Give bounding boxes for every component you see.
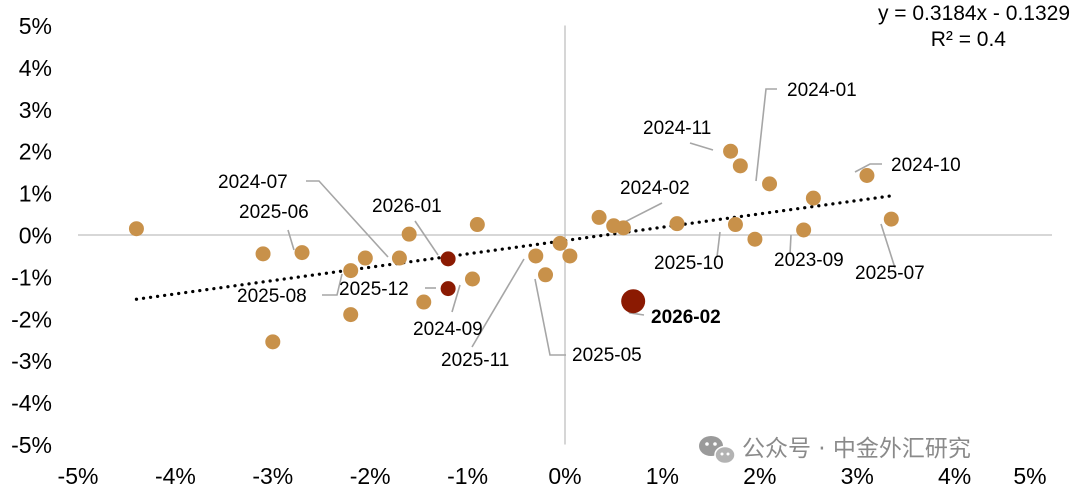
y-tick-label: -5% xyxy=(11,432,52,458)
annotation-leader-line xyxy=(789,234,792,255)
annotation-label: 2025-06 xyxy=(239,202,309,223)
y-tick-label: -3% xyxy=(11,348,52,374)
x-tick-label: -2% xyxy=(350,463,391,489)
annotation-label: 2024-11 xyxy=(643,118,711,139)
x-tick-label: 2% xyxy=(743,463,776,489)
annotation-label: 2024-10 xyxy=(891,155,961,176)
points-layer xyxy=(128,143,899,350)
data-point xyxy=(796,222,812,238)
data-point xyxy=(615,220,631,236)
annotation-label: 2024-07 xyxy=(218,172,288,193)
data-point xyxy=(357,250,373,266)
x-tick-label: 0% xyxy=(548,463,581,489)
data-point xyxy=(762,176,778,192)
xtick-labels: -5% -4% -3% -2% -1% 0% 1% 2% 3% 4% 5% xyxy=(58,463,1047,489)
x-tick-label: 4% xyxy=(938,463,971,489)
annotation-label: 2024-02 xyxy=(620,178,690,199)
annotation-label: 2026-01 xyxy=(372,196,442,217)
annotation-leader-line xyxy=(716,231,721,258)
annotation-leader-line xyxy=(534,278,566,356)
ytick-labels: 5% 4% 3% 2% 1% 0% -1% -2% -3% -4% -5% xyxy=(11,13,52,458)
annotation-label: 2025-12 xyxy=(339,279,409,300)
annotation-label: 2025-11 xyxy=(441,350,509,371)
trend-equation: y = 0.3184x - 0.1329 xyxy=(878,2,1070,25)
annotation-leader-line xyxy=(689,142,714,151)
data-point xyxy=(562,248,578,264)
annotation-leader-line xyxy=(880,223,896,269)
leader-lines-layer xyxy=(287,88,896,356)
data-point xyxy=(805,190,821,206)
annotation-leader-line xyxy=(322,273,343,296)
data-point xyxy=(859,168,875,184)
watermark: 公众号 · 中金外汇研究 xyxy=(699,436,971,465)
data-point xyxy=(747,231,763,247)
y-tick-label: 3% xyxy=(19,97,52,123)
data-point-highlight xyxy=(440,251,456,267)
data-point xyxy=(732,158,748,174)
trendline xyxy=(134,194,893,301)
data-point xyxy=(255,246,271,262)
data-point xyxy=(591,209,607,225)
annotation-label: 2023-09 xyxy=(774,250,844,271)
data-point xyxy=(128,221,144,237)
watermark-text: 公众号 · 中金外汇研究 xyxy=(742,436,971,462)
y-tick-label: -4% xyxy=(11,390,52,416)
r-squared: R² = 0.4 xyxy=(931,28,1007,51)
x-tick-label: 1% xyxy=(646,463,679,489)
annotation-label: 2025-10 xyxy=(654,253,724,274)
data-point xyxy=(391,250,407,266)
x-tick-label: -1% xyxy=(447,463,488,489)
data-point xyxy=(294,245,310,261)
trendline-layer xyxy=(134,194,893,301)
annotation-leader-line xyxy=(471,258,525,348)
y-tick-label: -1% xyxy=(11,264,52,290)
data-point xyxy=(343,263,359,279)
data-point xyxy=(469,217,485,233)
annotations-layer: 2024-01 2024-11 2024-10 2024-07 2024-02 2025-… xyxy=(218,80,961,371)
annotation-leader-line xyxy=(451,284,461,313)
annotation-label: 2025-08 xyxy=(237,286,307,307)
annotation-leader-line xyxy=(755,88,777,182)
data-point xyxy=(538,267,554,283)
data-point-highlight-large xyxy=(621,289,646,314)
x-tick-label: 3% xyxy=(841,463,874,489)
annotation-leader-line xyxy=(306,180,389,258)
annotation-label: 2024-09 xyxy=(413,319,483,340)
data-point xyxy=(464,271,480,287)
y-tick-label: 1% xyxy=(19,181,52,207)
y-tick-label: 4% xyxy=(19,55,52,81)
annotation-label: 2026-02 xyxy=(651,307,721,328)
data-point xyxy=(343,307,359,323)
y-tick-label: 2% xyxy=(19,139,52,165)
data-point xyxy=(727,217,743,233)
annotation-leader-line xyxy=(414,220,439,256)
data-point xyxy=(883,211,899,227)
data-point xyxy=(265,334,281,350)
data-point xyxy=(669,216,685,232)
x-tick-label: 5% xyxy=(1013,463,1046,489)
annotation-leader-line xyxy=(287,229,295,251)
y-tick-label: 0% xyxy=(19,223,52,249)
x-tick-label: -4% xyxy=(155,463,196,489)
wechat-icon xyxy=(699,436,736,465)
data-point xyxy=(723,143,739,159)
annotation-leader-line xyxy=(854,163,882,173)
annotation-label: 2025-07 xyxy=(855,263,925,284)
axes-layer xyxy=(78,25,1052,445)
data-point-highlight xyxy=(440,281,456,297)
x-tick-label: -5% xyxy=(58,463,99,489)
data-point xyxy=(401,226,417,242)
x-tick-label: -3% xyxy=(252,463,293,489)
data-point xyxy=(416,294,432,310)
y-tick-label: -2% xyxy=(11,306,52,332)
data-point xyxy=(552,235,568,251)
data-point xyxy=(528,248,544,264)
annotation-label: 2024-01 xyxy=(787,80,857,101)
annotation-label: 2025-05 xyxy=(572,345,642,366)
y-tick-label: 5% xyxy=(19,13,52,39)
